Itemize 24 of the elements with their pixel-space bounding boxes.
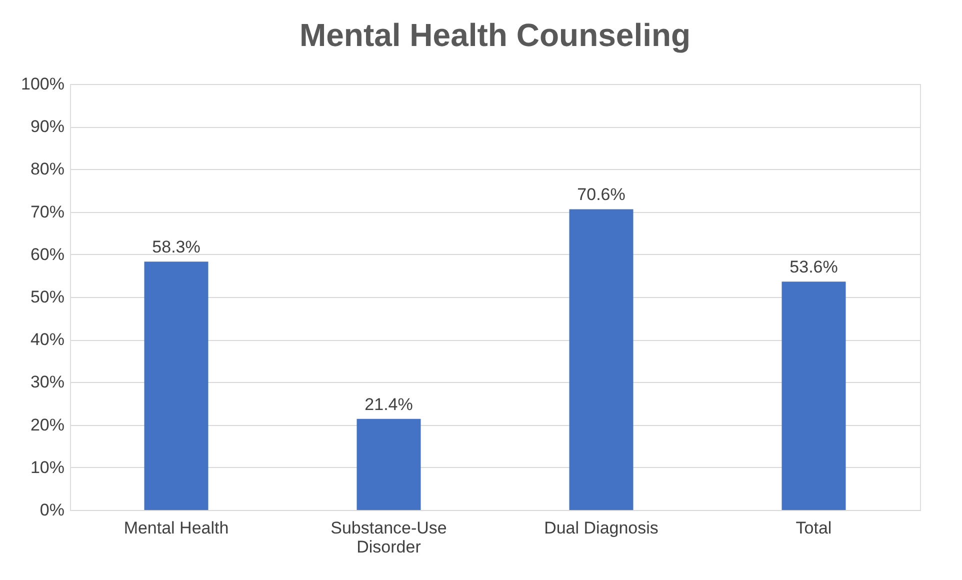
y-tick-label: 80%: [30, 160, 64, 179]
x-tick-label: Dual Diagnosis: [544, 518, 658, 538]
y-tick-label: 10%: [30, 458, 64, 477]
data-label: 53.6%: [790, 258, 838, 277]
bar: [569, 209, 634, 510]
y-tick-label: 60%: [30, 244, 64, 264]
y-tick-label: 40%: [30, 330, 64, 350]
bar: [782, 282, 846, 510]
y-tick-label: 20%: [30, 415, 64, 434]
x-tick-label: Mental Health: [124, 518, 229, 538]
y-tick-label: 50%: [30, 288, 64, 306]
data-label: 21.4%: [364, 394, 413, 414]
data-label: 58.3%: [152, 238, 200, 257]
x-tick-label: Total: [796, 518, 832, 538]
chart-title: Mental Health Counseling: [299, 17, 691, 53]
x-tick-label: Substance-Use Disorder: [330, 518, 447, 556]
y-tick-label: 30%: [30, 372, 64, 392]
bar: [144, 262, 208, 510]
bar: [356, 418, 421, 510]
y-tick-label: 70%: [30, 202, 64, 222]
y-tick-label: 100%: [21, 74, 64, 94]
y-tick-label: 90%: [30, 117, 64, 136]
y-tick-label: 0%: [40, 500, 64, 520]
data-label: 70.6%: [577, 185, 626, 204]
